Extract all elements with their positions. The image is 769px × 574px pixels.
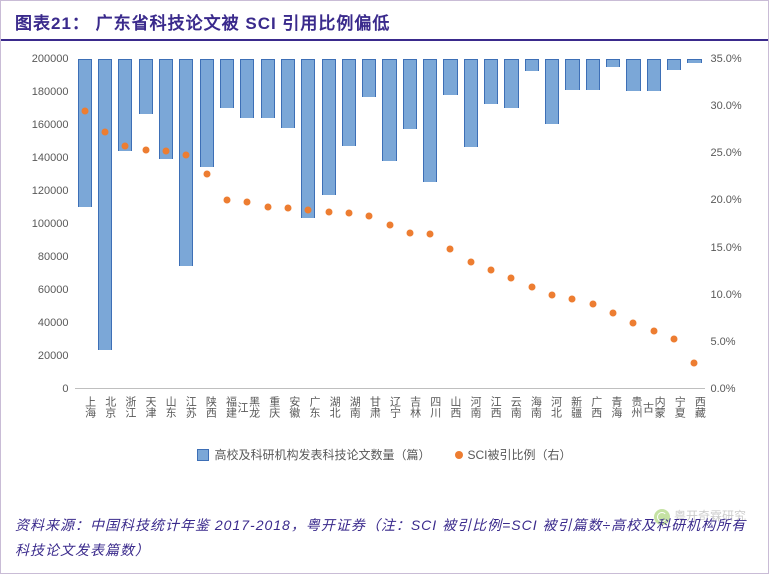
y-axis-left: 0200004000060000800001000001200001400001… [15,59,73,389]
x-label: 吉林 [399,391,419,423]
bar [464,59,478,147]
ytick-left: 120000 [32,185,69,197]
bar [301,59,315,218]
ytick-left: 0 [62,383,68,395]
ytick-left: 160000 [32,119,69,131]
x-label: 辽宁 [379,391,399,423]
x-label: 广西 [581,391,601,423]
bar [525,59,539,71]
bar [382,59,396,161]
x-label: 陕西 [195,391,215,423]
dot-swatch-icon [455,451,463,459]
legend-bar: 高校及科研机构发表科技论文数量（篇） [197,446,430,463]
x-label: 福建 [215,391,235,423]
x-label: 贵州 [621,391,641,423]
x-label: 上海 [75,391,95,423]
bar [423,59,437,182]
bar [240,59,254,118]
chart: 0 20000 40000 60000 80000 100000 120000 140000 1… [15,49,755,469]
ytick-right: 20.0% [711,194,742,206]
legend-dot: SCI被引比例（右） [455,446,572,463]
bar [261,59,275,118]
ytick-right: 30.0% [711,100,742,112]
bar [139,59,153,114]
x-label: 安徽 [279,391,299,423]
figure-card: 图表21： 广东省科技论文被 SCI 引用比例偏低 0 20000 40000 600… [0,0,769,574]
figure-title: 图表21： 广东省科技论文被 SCI 引用比例偏低 [15,14,390,33]
ytick-left: 180000 [32,86,69,98]
bar [504,59,518,108]
bar [179,59,193,266]
x-label: 河北 [540,391,560,423]
bar [545,59,559,124]
x-label: 内蒙古 [641,391,664,423]
ytick-left: 20000 [38,350,69,362]
legend: 高校及科研机构发表科技论文数量（篇） SCI被引比例（右） [15,446,755,463]
bar [403,59,417,129]
x-label: 北京 [95,391,115,423]
bar [484,59,498,104]
x-label: 湖南 [339,391,359,423]
ytick-left: 200000 [32,53,69,65]
ytick-left: 140000 [32,152,69,164]
bar [200,59,214,167]
x-label: 湖北 [319,391,339,423]
bar [78,59,92,207]
bar [118,59,132,151]
legend-dot-label: SCI被引比例（右） [468,446,572,463]
bar [281,59,295,128]
bar [565,59,579,90]
ytick-right: 35.0% [711,53,742,65]
x-label: 新疆 [560,391,580,423]
ytick-left: 100000 [32,218,69,230]
bar-series [75,59,705,389]
ytick-right: 15.0% [711,242,742,254]
x-label: 江苏 [175,391,195,423]
x-label: 江西 [480,391,500,423]
title-row: 图表21： 广东省科技论文被 SCI 引用比例偏低 [1,1,768,41]
ytick-left: 60000 [38,284,69,296]
x-axis-labels: 上海北京浙江天津山东江苏陕西福建黑龙江重庆安徽广东湖北湖南甘肃辽宁吉林四川山西河… [75,391,705,423]
x-label: 黑龙江 [236,391,259,423]
bar [586,59,600,90]
ytick-right: 10.0% [711,289,742,301]
x-label: 重庆 [259,391,279,423]
x-label: 山东 [155,391,175,423]
bar [687,59,701,63]
ytick-right: 25.0% [711,147,742,159]
x-label: 西藏 [684,391,704,423]
x-label: 广东 [299,391,319,423]
bar [362,59,376,97]
ytick-right: 0.0% [711,383,736,395]
bar [322,59,336,195]
bar-swatch-icon [197,449,209,461]
x-label: 甘肃 [359,391,379,423]
bar [626,59,640,91]
ytick-left: 40000 [38,317,69,329]
x-label: 宁夏 [664,391,684,423]
source-note: 资料来源：中国科技统计年鉴 2017-2018，粤开证券（注：SCI 被引比例=… [15,513,754,563]
bar [647,59,661,91]
x-label: 青海 [601,391,621,423]
y-axis-right: 0.0%5.0%10.0%15.0%20.0%25.0%30.0%35.0% [707,59,755,389]
x-label: 云南 [500,391,520,423]
x-label: 海南 [520,391,540,423]
bar [342,59,356,146]
x-label: 浙江 [115,391,135,423]
bar [220,59,234,108]
ytick-right: 5.0% [711,336,736,348]
ytick-left: 80000 [38,251,69,263]
bar [667,59,681,70]
bar [159,59,173,159]
plot-area [75,59,705,389]
bar [443,59,457,95]
x-label: 河南 [460,391,480,423]
legend-bar-label: 高校及科研机构发表科技论文数量（篇） [214,446,430,463]
x-label: 天津 [135,391,155,423]
x-label: 四川 [420,391,440,423]
bar [606,59,620,67]
x-label: 山西 [440,391,460,423]
bar [98,59,112,350]
